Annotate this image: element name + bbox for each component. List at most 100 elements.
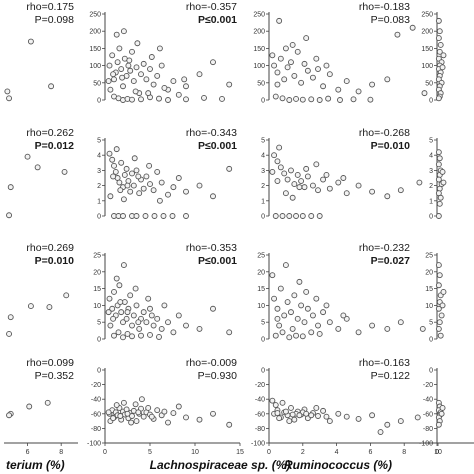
data-point-r2c1 [130, 312, 137, 319]
data-point-r1c1 [129, 170, 135, 177]
data-point-r3c1 [113, 402, 120, 408]
data-point-r3c1 [133, 418, 140, 425]
data-point-r2c1 [147, 332, 153, 338]
data-point-r3c1 [175, 403, 182, 410]
data-point-r1c0 [7, 184, 14, 191]
data-point-r0c1 [109, 52, 116, 59]
y-tick-label-r1c3: 4 [429, 153, 433, 160]
y-tick-label-r2c1: 15 [93, 286, 101, 293]
y-tick-label-r0c1: 150 [89, 46, 101, 53]
data-point-r2c3 [435, 262, 442, 269]
y-tick-label-r0c1: 250 [89, 12, 101, 19]
data-point-r0c1 [127, 67, 134, 74]
data-point-r1c1 [183, 188, 189, 195]
data-point-r0c1 [154, 72, 161, 79]
data-point-r0c2 [286, 97, 293, 103]
data-point-r3c2 [289, 411, 296, 418]
x-tick-label-r3c2: 6 [368, 449, 372, 456]
rho-label-r0c0: rho=0.175 [26, 1, 74, 13]
data-point-r1c2 [416, 179, 423, 186]
x-tick-label-r3c0: 8 [59, 449, 63, 456]
data-point-r3c2 [272, 402, 279, 408]
data-point-r0c1 [111, 76, 117, 83]
data-point-r2c2 [274, 315, 281, 322]
data-point-r1c1 [131, 155, 138, 162]
data-point-r0c1 [138, 96, 144, 103]
data-point-r3c1 [145, 405, 152, 411]
data-point-r0c2 [304, 67, 311, 74]
data-point-r0c1 [196, 71, 203, 78]
data-point-r1c1 [147, 181, 153, 188]
data-point-r2c1 [111, 289, 117, 295]
data-point-r0c2 [325, 95, 332, 102]
data-point-r1c2 [294, 172, 301, 178]
data-point-r2c1 [109, 305, 116, 312]
data-point-r3c2 [323, 413, 330, 420]
data-point-r0c1 [148, 54, 155, 60]
y-tick-label-r3c2: -100 [251, 441, 265, 448]
y-tick-label-r2c3: 20 [425, 269, 433, 276]
data-point-r3c1 [226, 421, 233, 428]
y-tick-label-r3c1: -40 [91, 397, 101, 404]
data-point-r0c2 [303, 35, 310, 42]
data-point-r2c0 [7, 314, 14, 321]
data-point-r3c1 [138, 396, 145, 403]
data-point-r2c2 [340, 312, 347, 319]
data-point-r1c2 [320, 176, 327, 183]
y-tick-label-r1c1: 0 [97, 214, 101, 221]
data-point-r0c3 [435, 95, 442, 102]
data-point-r1c3 [440, 179, 447, 186]
data-point-r1c2 [340, 175, 347, 181]
data-point-r0c2 [316, 97, 323, 103]
y-tick-label-r0c3: 250 [421, 12, 433, 19]
data-point-r2c1 [110, 315, 117, 322]
data-point-r1c2 [299, 213, 306, 219]
data-point-r1c2 [315, 187, 321, 194]
data-point-r2c2 [355, 329, 362, 336]
rho-label-r1c2: rho=-0.268 [359, 127, 410, 139]
data-point-r0c2 [350, 96, 357, 103]
data-point-r2c1 [145, 295, 152, 302]
data-point-r0c2 [274, 69, 281, 76]
data-point-r2c2 [274, 305, 281, 312]
y-tick-label-r1c2: 0 [261, 214, 265, 221]
rho-label-r0c1: rho=-0.357 [186, 1, 237, 13]
data-point-r2c1 [111, 332, 117, 339]
y-tick-label-r1c1: 3 [97, 168, 101, 175]
data-point-r2c2 [301, 319, 308, 326]
x-tick-label-r3c2: 10 [434, 449, 442, 456]
data-point-r2c1 [161, 302, 168, 309]
data-point-r0c2 [308, 96, 315, 103]
p-value-label-r3c0: P=0.352 [35, 370, 75, 382]
data-point-r1c2 [303, 165, 310, 172]
data-point-r1c3 [436, 155, 443, 162]
data-point-r2c2 [308, 329, 315, 336]
data-point-r3c2 [269, 397, 276, 404]
data-point-r3c2 [286, 418, 293, 425]
data-point-r0c1 [133, 64, 140, 71]
p-value-label-r1c0: P=0.012 [35, 140, 75, 152]
data-point-r3c2 [291, 416, 298, 423]
x-tick-label-r3c1: 0 [103, 449, 107, 456]
data-point-r1c1 [210, 193, 216, 200]
data-point-r1c1 [123, 165, 130, 172]
data-point-r1c3 [439, 168, 446, 175]
data-point-r3c2 [279, 399, 286, 406]
data-point-r1c1 [160, 213, 167, 219]
y-tick-label-r1c3: 2 [429, 183, 433, 190]
data-point-r1c1 [124, 182, 131, 189]
data-point-r1c2 [384, 193, 391, 200]
data-point-r0c1 [119, 74, 126, 81]
data-point-r1c2 [276, 144, 283, 151]
data-point-r2c1 [170, 329, 177, 336]
data-point-r0c1 [120, 28, 127, 35]
data-point-r1c2 [304, 173, 311, 180]
data-point-r2c2 [284, 299, 291, 305]
y-tick-label-r0c2: 0 [261, 98, 265, 105]
data-point-r0c1 [140, 60, 147, 67]
data-point-r2c2 [335, 325, 342, 332]
data-point-r0c1 [107, 86, 114, 93]
data-point-r0c2 [409, 24, 416, 31]
data-point-r2c1 [107, 322, 114, 329]
y-tick-label-r1c3: 0 [429, 214, 433, 221]
